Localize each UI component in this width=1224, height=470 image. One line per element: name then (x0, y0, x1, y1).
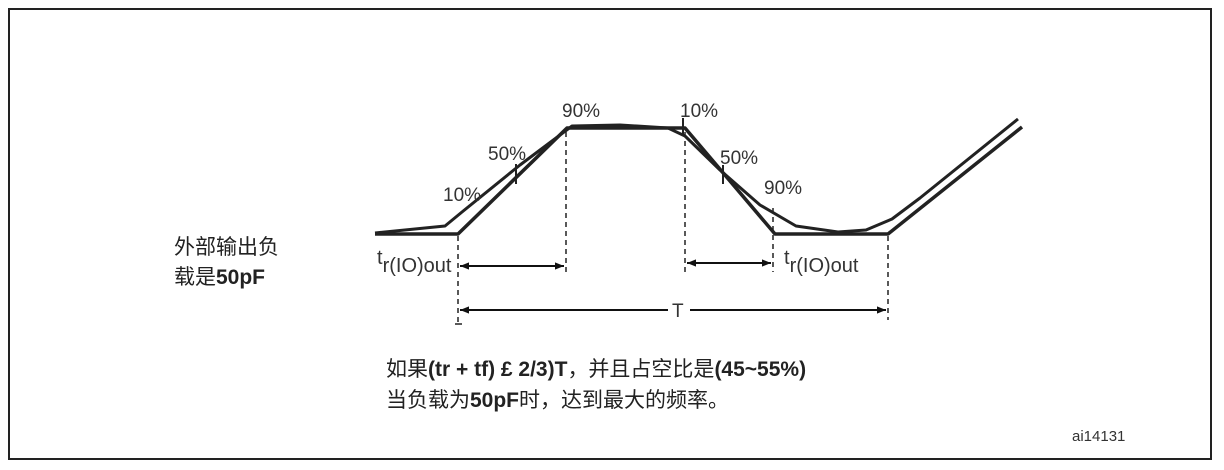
condition-note-line1: 如果(tr + tf) £ 2/3)T，并且占空比是(45~55%) (386, 357, 807, 381)
rise-10-label: 10% (443, 185, 481, 206)
condition-note-line2: 当负载为50pF时，达到最大的频率。 (386, 388, 730, 412)
load-label-line1: 外部输出负 (174, 235, 279, 259)
load-label: 外部输出负 载是50pF (174, 232, 279, 293)
rise-50-label: 50% (488, 144, 526, 165)
fall-90-label: 90% (764, 178, 802, 199)
figure-id: ai14131 (1072, 428, 1126, 445)
rise-90-label: 90% (562, 101, 600, 122)
fall-time-label: tr(IO)out (784, 247, 859, 277)
rise-time-label: tr(IO)out (377, 247, 452, 277)
figure-frame (8, 8, 1212, 460)
condition-note: 如果(tr + tf) £ 2/3)T，并且占空比是(45~55%) 当负载为5… (386, 354, 806, 416)
ideal-waveform (375, 125, 1024, 236)
load-label-line2: 载是50pF (174, 265, 266, 289)
fall-10-label: 10% (680, 101, 718, 122)
period-label: T (672, 301, 684, 322)
actual-waveform (374, 117, 1019, 235)
fall-50-label: 50% (720, 148, 758, 169)
